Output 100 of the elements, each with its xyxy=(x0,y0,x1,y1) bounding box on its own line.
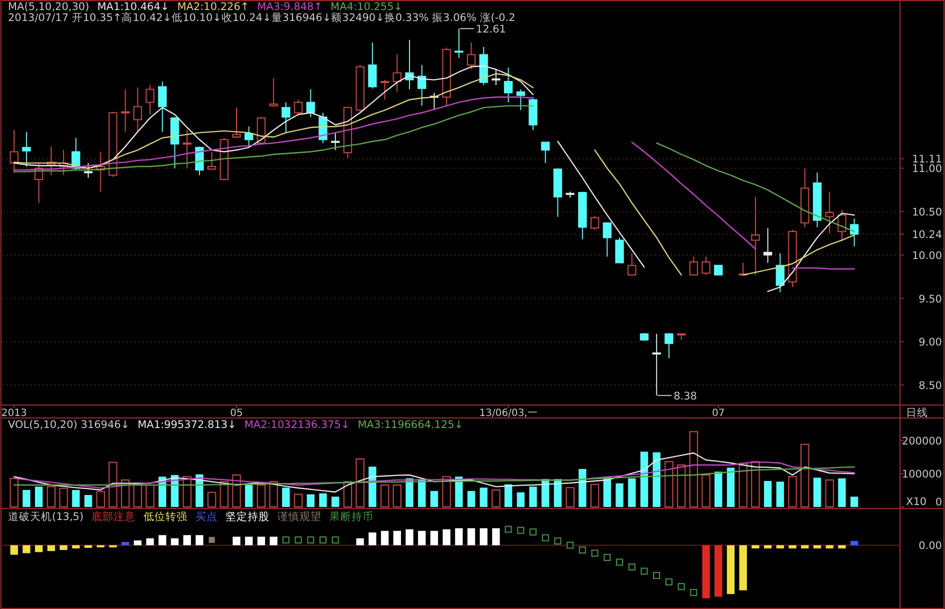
x-tick-label: 07 xyxy=(712,408,725,419)
point xyxy=(517,526,524,534)
y-tick-label: 8.50 xyxy=(918,380,942,392)
y-tick-label: 10.24 xyxy=(912,229,942,242)
text: MA1:10.464↓ xyxy=(97,1,170,13)
text: 底部注意 xyxy=(92,510,136,523)
bar xyxy=(702,545,710,598)
bar xyxy=(22,545,30,554)
point xyxy=(591,550,598,557)
text: MA3:9.848↑ xyxy=(257,1,323,13)
bar xyxy=(10,545,18,555)
annotation: 8.38 xyxy=(674,390,697,402)
bar xyxy=(257,536,266,546)
text: MA2:1032136.375↓ xyxy=(244,419,350,431)
point xyxy=(208,536,215,543)
y-tick-label: 9.50 xyxy=(918,293,942,306)
x-tick-label: 05 xyxy=(230,408,243,419)
bar xyxy=(739,545,747,590)
bar xyxy=(788,545,796,548)
bar xyxy=(752,545,760,548)
bar xyxy=(35,545,43,552)
bar xyxy=(442,529,450,546)
bar xyxy=(380,530,389,546)
bar xyxy=(776,545,784,548)
bar xyxy=(356,538,364,546)
y-tick-label: 0 xyxy=(935,496,942,508)
chart-title: VOL(5,10,20) 316946↓ xyxy=(8,419,130,431)
point xyxy=(640,568,648,575)
bar xyxy=(84,545,92,548)
bar xyxy=(183,535,191,546)
y-tick-label: 200000 xyxy=(902,435,942,448)
text: MA3:1196664.125↓ xyxy=(358,419,464,431)
text: MA4:10.255↓ xyxy=(330,1,403,13)
point xyxy=(678,583,685,590)
bar xyxy=(134,540,142,546)
y-tick-label: 11.00 xyxy=(912,163,942,176)
bar xyxy=(430,530,438,546)
bar xyxy=(826,545,834,548)
text: X10 xyxy=(906,496,927,508)
bar xyxy=(368,532,376,546)
y-tick-label: 9.00 xyxy=(918,336,942,349)
point xyxy=(504,526,512,533)
point xyxy=(653,572,660,579)
text: 0.00 xyxy=(918,540,942,552)
bar xyxy=(60,545,68,550)
y-tick-label: 10.00 xyxy=(912,250,942,262)
point xyxy=(616,558,624,566)
point xyxy=(320,536,327,544)
bar xyxy=(492,528,500,546)
point xyxy=(307,536,314,544)
bar xyxy=(245,536,253,546)
text: 谨慎观望 xyxy=(278,510,322,523)
point xyxy=(530,528,537,536)
y-tick-label: 100000 xyxy=(902,468,942,481)
point xyxy=(554,537,562,544)
bar xyxy=(170,538,179,546)
bar xyxy=(467,528,476,546)
point xyxy=(332,536,339,544)
point xyxy=(665,578,672,586)
bar xyxy=(121,542,130,546)
bar xyxy=(406,529,414,546)
chart-title: MA(5,10,20,30) xyxy=(8,1,90,13)
point xyxy=(690,588,698,596)
y-tick-label: 10.50 xyxy=(912,206,942,219)
bar xyxy=(838,545,846,548)
bar xyxy=(196,535,204,546)
bar xyxy=(455,528,463,546)
point xyxy=(294,536,302,544)
bar xyxy=(393,530,401,546)
bar xyxy=(850,540,858,546)
series-label: 果断持币 xyxy=(330,510,374,523)
chart-title: 道破天机(13,5) xyxy=(8,510,84,523)
bar xyxy=(232,536,240,546)
annotation: 12.61 xyxy=(476,24,506,36)
text: MA2:10.226↑ xyxy=(177,1,250,13)
x-tick-label: 2013 xyxy=(1,408,27,419)
point xyxy=(542,534,549,542)
point xyxy=(578,546,586,554)
bar xyxy=(764,545,772,548)
text: 2013/07/17 开10.35↑高10.42↓低10.10↓收10.24↓量316946↓额32490↓换0.33% 振3.06% 涨(-0.2 xyxy=(8,11,516,24)
text: 买点 xyxy=(196,510,218,523)
bar xyxy=(418,530,426,546)
bar xyxy=(480,528,488,546)
text: 低位转强 xyxy=(144,511,188,523)
series-label: 坚定持股 xyxy=(226,510,270,523)
bar xyxy=(146,538,154,546)
point xyxy=(566,542,574,549)
point xyxy=(628,563,636,570)
bar xyxy=(158,535,166,546)
point xyxy=(604,554,611,561)
bar xyxy=(47,545,56,552)
bar xyxy=(714,545,722,597)
bar xyxy=(72,545,80,548)
point xyxy=(282,536,290,544)
bar xyxy=(270,536,278,546)
x-tick-label: 13/06/03,一 xyxy=(479,408,538,419)
text: MA1:995372.813↓ xyxy=(138,419,236,431)
bar xyxy=(801,545,809,548)
bar xyxy=(726,545,735,594)
text: 日线 xyxy=(906,406,928,419)
